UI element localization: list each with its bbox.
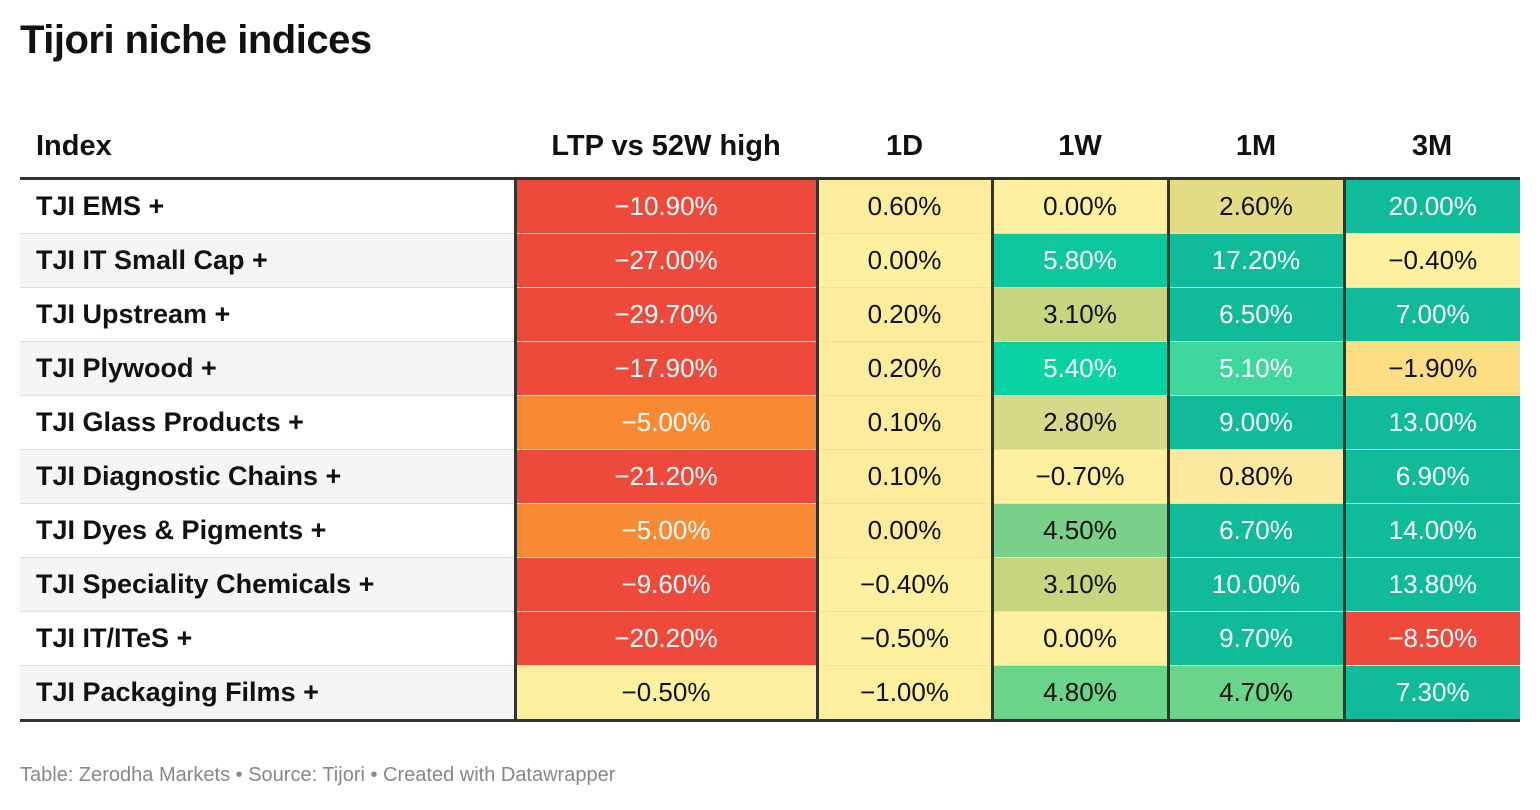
cell-1d: −0.40% [815,557,992,612]
cell-1m: 2.60% [1166,178,1344,234]
cell-1m: 9.70% [1166,611,1344,666]
cell-1m: 4.70% [1166,665,1344,722]
row-index-name: TJI EMS + [20,178,515,234]
cell-1m: 6.70% [1166,503,1344,558]
cell-3m: 6.90% [1342,449,1520,504]
row-index-name: TJI Diagnostic Chains + [20,449,515,504]
cell-ltp-vs-52w-high: −29.70% [513,287,817,342]
column-header-ltp-vs-52w-high: LTP vs 52W high [515,115,817,180]
cell-1d: 0.20% [815,287,992,342]
cell-1d: 0.60% [815,178,992,234]
cell-1w: 5.80% [990,233,1168,288]
table-row: TJI Speciality Chemicals + −9.60% −0.40% 3.… [20,557,1520,612]
column-header-index: Index [20,115,515,180]
table-row: TJI EMS + −10.90% 0.60% 0.00% 2.60% 20.00% [20,178,1520,234]
cell-1w: 3.10% [990,557,1168,612]
cell-1m: 0.80% [1166,449,1344,504]
row-index-name: TJI Speciality Chemicals + [20,557,515,612]
indices-table-container: Index LTP vs 52W high 1D 1W 1M 3M TJI EM… [20,115,1520,722]
cell-3m: 14.00% [1342,503,1520,558]
row-index-name: TJI Glass Products + [20,395,515,450]
cell-3m: 7.00% [1342,287,1520,342]
cell-ltp-vs-52w-high: −20.20% [513,611,817,666]
table-row: TJI IT Small Cap + −27.00% 0.00% 5.80% 17.20… [20,233,1520,288]
cell-ltp-vs-52w-high: −5.00% [513,395,817,450]
cell-1w: 4.50% [990,503,1168,558]
cell-3m: 7.30% [1342,665,1520,722]
cell-1m: 6.50% [1166,287,1344,342]
cell-1m: 10.00% [1166,557,1344,612]
table-row: TJI Upstream + −29.70% 0.20% 3.10% 6.50% 7.00… [20,287,1520,342]
cell-1w: −0.70% [990,449,1168,504]
cell-ltp-vs-52w-high: −0.50% [513,665,817,722]
cell-1d: 0.10% [815,395,992,450]
cell-1w: 0.00% [990,178,1168,234]
row-index-name: TJI IT/ITeS + [20,611,515,666]
table-row: TJI Packaging Films + −0.50% −1.00% 4.80% 4.… [20,665,1520,722]
cell-ltp-vs-52w-high: −21.20% [513,449,817,504]
cell-1d: 0.00% [815,503,992,558]
indices-table: Index LTP vs 52W high 1D 1W 1M 3M TJI EM… [20,115,1520,722]
cell-3m: −1.90% [1342,341,1520,396]
cell-3m: −0.40% [1342,233,1520,288]
cell-3m: 13.80% [1342,557,1520,612]
cell-1w: 3.10% [990,287,1168,342]
cell-3m: 13.00% [1342,395,1520,450]
cell-ltp-vs-52w-high: −27.00% [513,233,817,288]
cell-3m: −8.50% [1342,611,1520,666]
cell-1m: 17.20% [1166,233,1344,288]
cell-1d: 0.10% [815,449,992,504]
table-body: TJI EMS + −10.90% 0.60% 0.00% 2.60% 20.00% TJI… [20,178,1520,722]
table-row: TJI Diagnostic Chains + −21.20% 0.10% −0.70… [20,449,1520,504]
row-index-name: TJI Packaging Films + [20,665,515,722]
cell-ltp-vs-52w-high: −17.90% [513,341,817,396]
chart-title: Tijori niche indices [20,18,372,62]
cell-1w: 0.00% [990,611,1168,666]
table-row: TJI Glass Products + −5.00% 0.10% 2.80% 9.00… [20,395,1520,450]
cell-1w: 4.80% [990,665,1168,722]
cell-1m: 5.10% [1166,341,1344,396]
column-header-1w: 1W [992,115,1168,180]
cell-1d: 0.20% [815,341,992,396]
row-index-name: TJI Upstream + [20,287,515,342]
cell-ltp-vs-52w-high: −5.00% [513,503,817,558]
cell-3m: 20.00% [1342,178,1520,234]
column-header-1m: 1M [1168,115,1344,180]
cell-1d: −1.00% [815,665,992,722]
cell-1d: −0.50% [815,611,992,666]
table-row: TJI IT/ITeS + −20.20% −0.50% 0.00% 9.70% −8.5… [20,611,1520,666]
cell-1w: 2.80% [990,395,1168,450]
footer-credit: Table: Zerodha Markets • Source: Tijori … [20,764,616,786]
cell-1m: 9.00% [1166,395,1344,450]
row-index-name: TJI Dyes & Pigments + [20,503,515,558]
table-row: TJI Plywood + −17.90% 0.20% 5.40% 5.10% −1.90… [20,341,1520,396]
table-row: TJI Dyes & Pigments + −5.00% 0.00% 4.50% 6.7… [20,503,1520,558]
cell-1w: 5.40% [990,341,1168,396]
cell-1d: 0.00% [815,233,992,288]
cell-ltp-vs-52w-high: −10.90% [513,178,817,234]
row-index-name: TJI IT Small Cap + [20,233,515,288]
cell-ltp-vs-52w-high: −9.60% [513,557,817,612]
column-header-3m: 3M [1344,115,1520,180]
header-row: Index LTP vs 52W high 1D 1W 1M 3M [20,115,1520,180]
row-index-name: TJI Plywood + [20,341,515,396]
column-header-1d: 1D [817,115,992,180]
